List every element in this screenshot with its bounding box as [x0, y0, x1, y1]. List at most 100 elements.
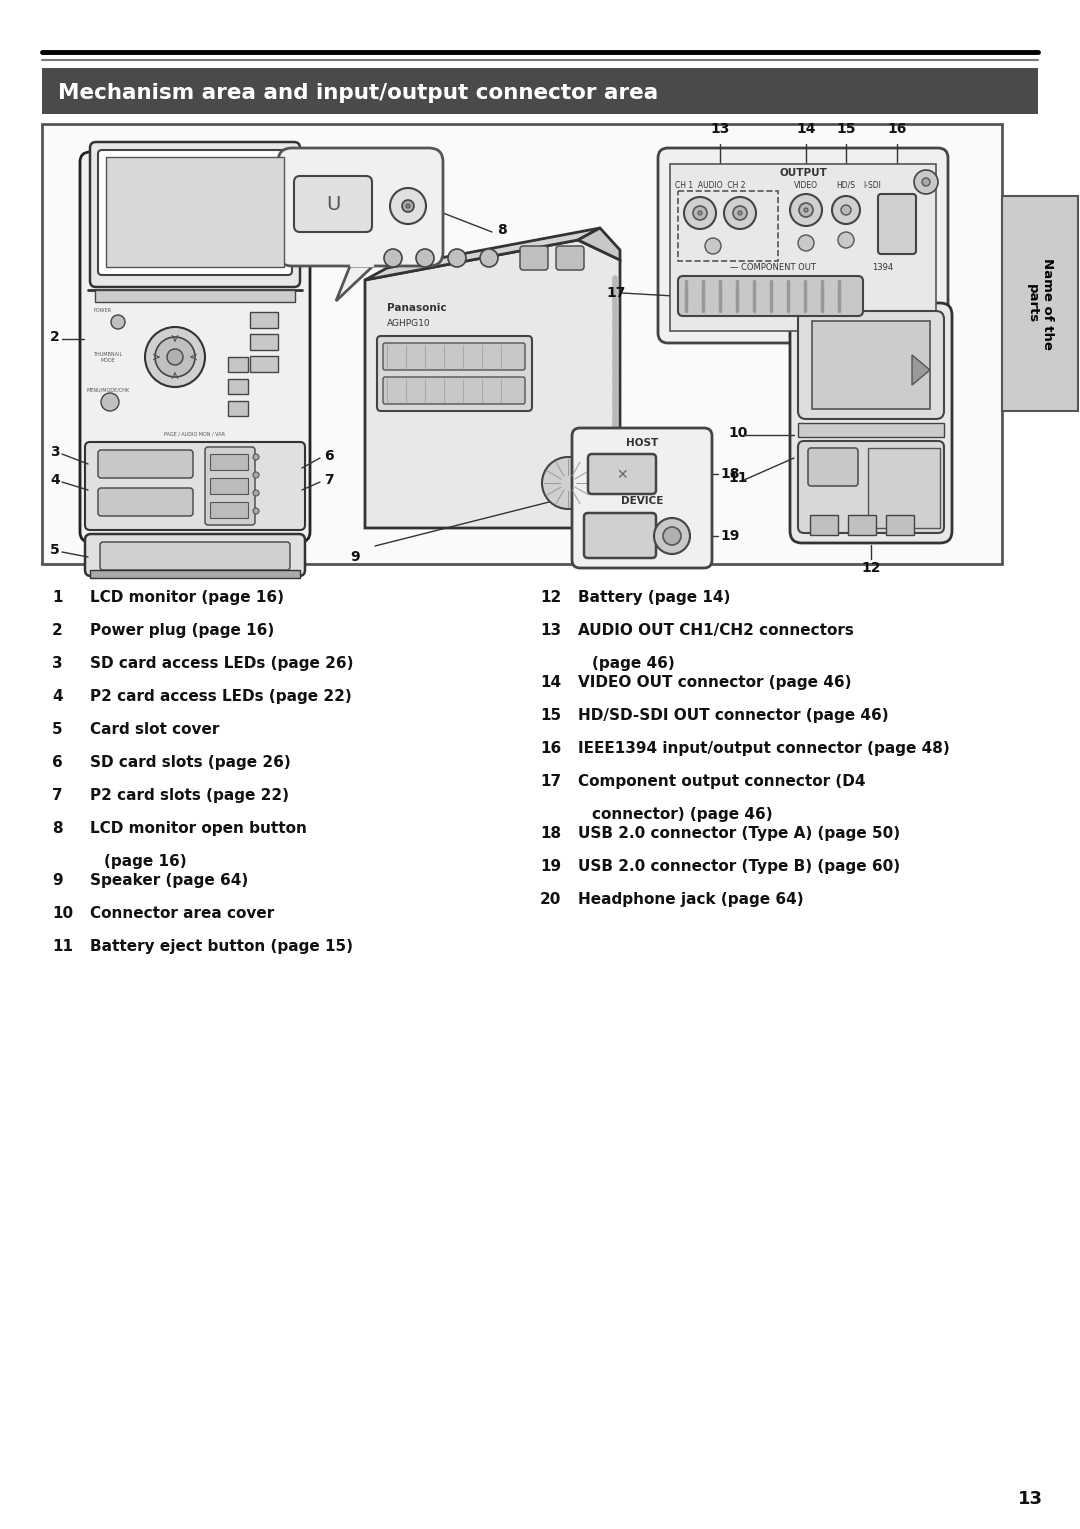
FancyBboxPatch shape: [878, 194, 916, 254]
Polygon shape: [336, 266, 373, 301]
Text: Battery eject button (page 15): Battery eject button (page 15): [90, 939, 353, 954]
Text: SD card slots (page 26): SD card slots (page 26): [90, 755, 291, 771]
Circle shape: [693, 206, 707, 220]
FancyBboxPatch shape: [249, 333, 278, 350]
Text: 17: 17: [606, 286, 625, 300]
FancyBboxPatch shape: [588, 454, 656, 494]
FancyBboxPatch shape: [85, 534, 305, 576]
FancyBboxPatch shape: [294, 176, 372, 232]
Text: 18: 18: [720, 466, 740, 482]
Circle shape: [384, 249, 402, 268]
FancyBboxPatch shape: [98, 450, 193, 479]
FancyBboxPatch shape: [383, 342, 525, 370]
Text: 3: 3: [52, 656, 63, 671]
FancyBboxPatch shape: [100, 541, 291, 570]
Text: IEEE1394 input/output connector (page 48): IEEE1394 input/output connector (page 48…: [578, 742, 949, 755]
Text: AGHPG10: AGHPG10: [387, 320, 431, 329]
Text: P2 card slots (page 22): P2 card slots (page 22): [90, 787, 289, 803]
FancyBboxPatch shape: [210, 502, 248, 518]
Text: AUDIO OUT CH1/CH2 connectors: AUDIO OUT CH1/CH2 connectors: [578, 622, 854, 638]
Text: U: U: [326, 196, 340, 214]
Circle shape: [448, 249, 465, 268]
Text: VIDEO: VIDEO: [794, 180, 818, 190]
FancyBboxPatch shape: [90, 142, 300, 287]
FancyBboxPatch shape: [658, 148, 948, 342]
Text: Battery (page 14): Battery (page 14): [578, 590, 730, 605]
Text: 19: 19: [540, 859, 562, 875]
Text: MENU/MODE/CHK: MENU/MODE/CHK: [86, 387, 130, 391]
Polygon shape: [912, 355, 930, 385]
Text: 8: 8: [52, 821, 63, 836]
Text: 15: 15: [836, 122, 855, 136]
FancyBboxPatch shape: [205, 446, 255, 524]
FancyBboxPatch shape: [868, 448, 940, 528]
Circle shape: [145, 327, 205, 387]
Circle shape: [654, 518, 690, 553]
FancyBboxPatch shape: [808, 448, 858, 486]
FancyBboxPatch shape: [519, 246, 548, 271]
Polygon shape: [578, 228, 620, 260]
Circle shape: [733, 206, 747, 220]
Text: HD/S: HD/S: [837, 180, 855, 190]
Text: 17: 17: [540, 774, 562, 789]
Text: 7: 7: [52, 787, 63, 803]
Circle shape: [253, 508, 259, 514]
Text: 2: 2: [51, 330, 60, 344]
FancyBboxPatch shape: [42, 124, 1002, 564]
Text: OUTPUT: OUTPUT: [779, 168, 827, 177]
Polygon shape: [365, 228, 600, 280]
Text: ✕: ✕: [617, 468, 627, 482]
Circle shape: [542, 457, 594, 509]
FancyBboxPatch shape: [98, 488, 193, 515]
Text: 6: 6: [324, 450, 334, 463]
FancyBboxPatch shape: [810, 515, 838, 535]
Text: Name of the
parts: Name of the parts: [1026, 257, 1054, 350]
Circle shape: [804, 208, 808, 213]
Text: DEVICE: DEVICE: [621, 495, 663, 506]
FancyBboxPatch shape: [42, 67, 1038, 115]
FancyBboxPatch shape: [85, 442, 305, 531]
Text: Power plug (page 16): Power plug (page 16): [90, 622, 274, 638]
Text: Panasonic: Panasonic: [387, 303, 447, 313]
Circle shape: [167, 349, 183, 365]
FancyBboxPatch shape: [798, 424, 944, 437]
Text: — COMPONENT OUT: — COMPONENT OUT: [730, 263, 815, 272]
Text: (page 16): (page 16): [104, 855, 187, 868]
Circle shape: [684, 197, 716, 229]
Circle shape: [838, 232, 854, 248]
FancyBboxPatch shape: [678, 277, 863, 317]
Text: SD card access LEDs (page 26): SD card access LEDs (page 26): [90, 656, 353, 671]
Text: 4: 4: [51, 472, 60, 488]
Text: 14: 14: [796, 122, 815, 136]
Circle shape: [406, 203, 410, 208]
Circle shape: [789, 194, 822, 226]
FancyBboxPatch shape: [210, 479, 248, 494]
Text: 11: 11: [52, 939, 73, 954]
Circle shape: [738, 211, 742, 216]
Text: 10: 10: [728, 427, 747, 440]
Text: 1394: 1394: [873, 263, 893, 272]
FancyBboxPatch shape: [886, 515, 914, 535]
Text: 20: 20: [373, 154, 392, 170]
Text: 3: 3: [51, 445, 60, 459]
Text: 10: 10: [52, 907, 73, 920]
FancyBboxPatch shape: [249, 312, 278, 329]
FancyBboxPatch shape: [278, 148, 443, 266]
Circle shape: [253, 454, 259, 460]
FancyBboxPatch shape: [848, 515, 876, 535]
Text: 4: 4: [52, 690, 63, 703]
FancyBboxPatch shape: [249, 356, 278, 372]
Circle shape: [841, 205, 851, 216]
Text: 1: 1: [324, 205, 334, 219]
FancyBboxPatch shape: [556, 246, 584, 271]
FancyBboxPatch shape: [798, 310, 944, 419]
Text: 13: 13: [711, 122, 730, 136]
Text: HOST: HOST: [626, 437, 658, 448]
Circle shape: [663, 528, 681, 544]
Text: connector) (page 46): connector) (page 46): [592, 807, 772, 823]
FancyBboxPatch shape: [1002, 196, 1078, 411]
Text: 11: 11: [728, 471, 747, 485]
Text: 12: 12: [540, 590, 562, 605]
Circle shape: [111, 315, 125, 329]
FancyBboxPatch shape: [584, 514, 656, 558]
